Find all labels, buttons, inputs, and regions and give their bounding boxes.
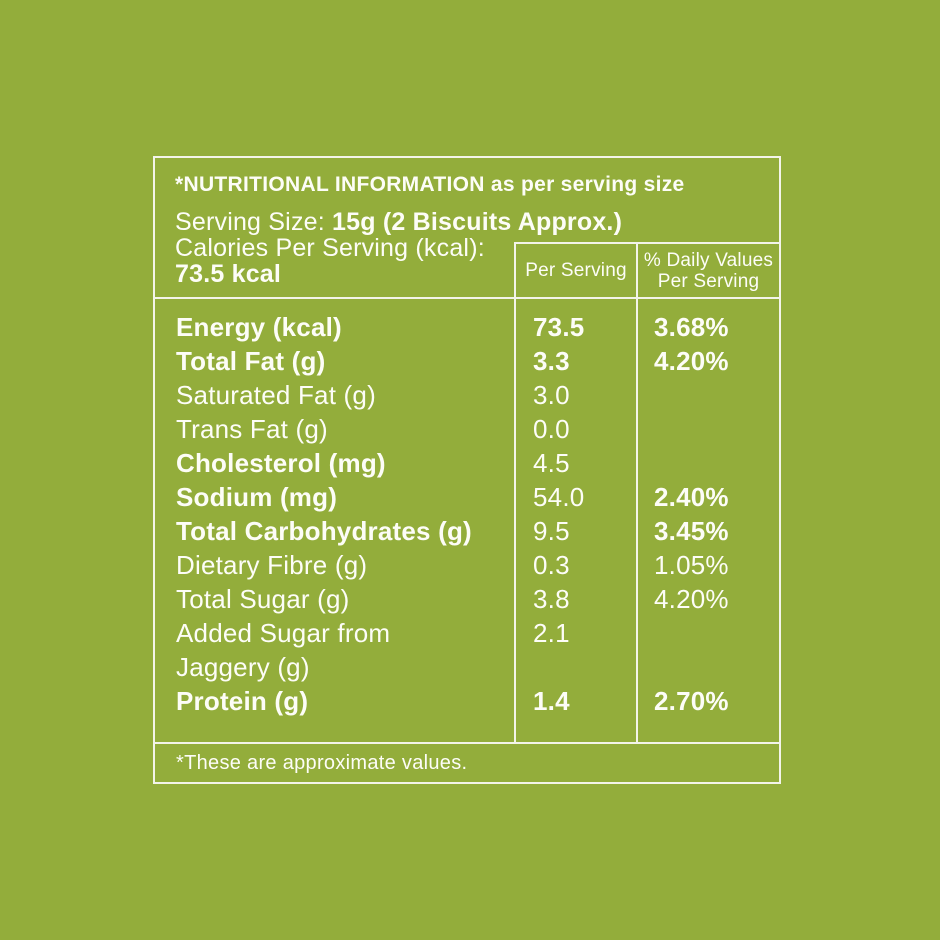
calories-label: Calories Per Serving (kcal): [175,234,485,262]
serving-info: Serving Size: 15g (2 Biscuits Approx.) C… [175,209,622,287]
serving-size-line: Serving Size: 15g (2 Biscuits Approx.) [175,209,622,235]
nutrition-rows: Energy (kcal) 73.5 3.68% Total Fat (g) 3… [155,297,779,718]
per-serving-value: 3.0 [533,380,570,410]
nutrient-name: Cholesterol (mg) [176,448,386,478]
value-column-divider [636,242,638,742]
serving-size-label: Serving Size: [175,208,333,236]
table-row-total-carbohydrates: Total Carbohydrates (g) 9.5 3.45% [155,514,779,548]
table-title: *NUTRITIONAL INFORMATION as per serving … [175,173,685,197]
nutrient-name: Trans Fat (g) [176,414,328,444]
nutrient-name: Added Sugar from Jaggery (g) [176,618,391,682]
col-header-per-serving: Per Serving [525,260,627,281]
per-serving-value: 2.1 [533,618,570,648]
daily-value: 3.68% [654,312,729,342]
daily-value: 1.05% [654,550,729,580]
daily-value [636,446,779,480]
table-row-dietary-fibre: Dietary Fibre (g) 0.3 1.05% [155,548,779,582]
table-row-total-sugar: Total Sugar (g) 3.8 4.20% [155,582,779,616]
header-body-divider [155,297,779,299]
nutrient-name: Total Fat (g) [176,346,326,376]
table-title-suffix: as per serving size [484,173,685,196]
per-serving-value: 4.5 [533,448,570,478]
per-serving-value: 73.5 [533,312,585,342]
table-row-saturated-fat: Saturated Fat (g) 3.0 [155,378,779,412]
table-title-main: *NUTRITIONAL INFORMATION [175,173,485,196]
daily-value: 2.40% [654,482,729,512]
name-column-divider [514,242,516,742]
col-header-daily-line1: % Daily Values [643,249,774,271]
table-row-protein: Protein (g) 1.4 2.70% [155,684,779,718]
nutrient-name: Saturated Fat (g) [176,380,376,410]
column-header-top-border [514,242,779,244]
nutrient-name: Protein (g) [176,686,309,716]
nutrient-name: Energy (kcal) [176,312,342,342]
serving-size-value: 15g (2 Biscuits Approx.) [332,208,623,236]
daily-value: 3.45% [654,516,729,546]
calories-value: 73.5 kcal [175,260,282,288]
daily-value [636,412,779,446]
per-serving-value: 0.0 [533,414,570,444]
per-serving-value: 3.3 [533,346,570,376]
table-row-energy: Energy (kcal) 73.5 3.68% [155,310,779,344]
col-header-daily-values: % Daily Values Per Serving [638,244,779,297]
daily-value: 2.70% [654,686,729,716]
footnote: *These are approximate values. [176,751,468,774]
nutrient-name: Total Sugar (g) [176,584,350,614]
daily-value: 4.20% [654,346,729,376]
per-serving-value: 1.4 [533,686,570,716]
nutrient-name: Dietary Fibre (g) [176,550,368,580]
per-serving-value: 0.3 [533,550,570,580]
table-row-total-fat: Total Fat (g) 3.3 4.20% [155,344,779,378]
per-serving-value: 54.0 [533,482,585,512]
table-row-trans-fat: Trans Fat (g) 0.0 [155,412,779,446]
body-footer-divider [155,742,779,744]
daily-value: 4.20% [654,584,729,614]
daily-value [636,378,779,412]
daily-value [636,616,779,684]
col-header-daily-line2: Per Serving [657,270,760,292]
nutrition-table: *NUTRITIONAL INFORMATION as per serving … [153,156,781,784]
nutrient-name: Total Carbohydrates (g) [176,516,472,546]
nutrient-name: Sodium (mg) [176,482,338,512]
table-row-added-sugar: Added Sugar from Jaggery (g) 2.1 [155,616,779,684]
table-row-sodium: Sodium (mg) 54.0 2.40% [155,480,779,514]
table-row-cholesterol: Cholesterol (mg) 4.5 [155,446,779,480]
per-serving-value: 3.8 [533,584,570,614]
per-serving-value: 9.5 [533,516,570,546]
